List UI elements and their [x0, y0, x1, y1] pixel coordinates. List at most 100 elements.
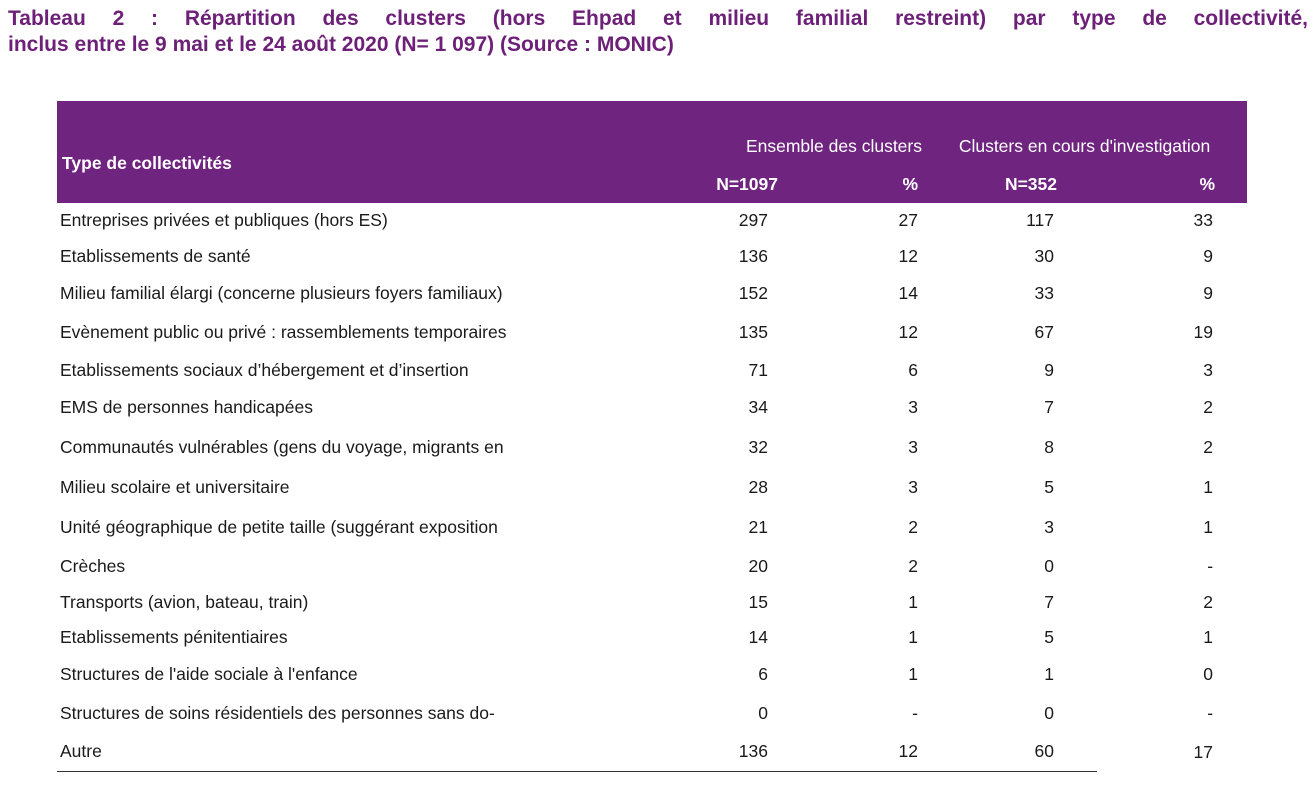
all-clusters-count: 297: [738, 210, 768, 230]
investigation-count: 67: [1034, 321, 1054, 342]
investigation-pct: 1: [1203, 627, 1214, 647]
all-clusters-count: 32: [748, 436, 768, 457]
investigation-count: 5: [1044, 627, 1054, 647]
all-clusters-pct: 3: [908, 397, 918, 417]
all-clusters-pct: 1: [908, 663, 918, 684]
all-clusters-count: 14: [748, 627, 768, 647]
investigation-count: 7: [1044, 591, 1054, 612]
investigation-pct: 2: [1203, 591, 1214, 612]
investigation-count: 30: [1034, 245, 1054, 266]
all-clusters-count: 71: [748, 360, 768, 380]
investigation-count: 9: [1044, 360, 1054, 380]
all-clusters-pct: 3: [908, 476, 918, 497]
investigation-pct: 9: [1203, 245, 1214, 266]
all-clusters-pct: 27: [898, 210, 918, 230]
table-row: Milieu scolaire et universitaire 28 3 5 1: [57, 468, 1247, 506]
all-clusters-count: 135: [738, 321, 768, 342]
all-clusters-count: 136: [617, 733, 782, 772]
table-row: Milieu familial élargi (concerne plusieu…: [57, 274, 1247, 312]
table-row: Etablissements de santé 136 12 30 9: [57, 238, 1247, 274]
investigation-pct: 2: [1203, 397, 1214, 417]
investigation-pct: 1: [1203, 516, 1214, 537]
table-body: Entreprises privées et publiques (hors E…: [57, 203, 1247, 772]
table-row: Etablissements sociaux d’hébergement et …: [57, 352, 1247, 389]
row-label: Evènement public ou privé : rassemblemen…: [60, 321, 507, 342]
investigation-clusters-group-header: Clusters en cours d'investigation: [922, 101, 1248, 165]
all-clusters-pct: 12: [898, 321, 918, 342]
all-clusters-n-header: N=1097: [617, 165, 782, 203]
table-row: Etablissements pénitentiaires 14 1 5 1: [57, 620, 1247, 655]
investigation-pct: 3: [1203, 360, 1214, 380]
all-clusters-count: 20: [748, 555, 768, 576]
all-clusters-pct-header: %: [782, 165, 922, 203]
all-clusters-count: 34: [748, 397, 768, 417]
row-label: Transports (avion, bateau, train): [60, 591, 309, 612]
all-clusters-count: 152: [738, 282, 768, 303]
header-row-subcolumns: N=1097 % N=352 %: [57, 165, 1248, 203]
all-clusters-count: 0: [758, 702, 768, 723]
all-clusters-pct: -: [912, 702, 918, 723]
investigation-count: 3: [1044, 516, 1054, 537]
investigation-pct: 19: [1193, 321, 1214, 342]
table-row: Autre 136 12 60 17: [57, 733, 1247, 772]
all-clusters-pct: 14: [898, 282, 918, 303]
all-clusters-pct: 6: [908, 360, 918, 380]
all-clusters-pct: 1: [908, 627, 918, 647]
investigation-pct: 0: [1203, 663, 1214, 684]
all-clusters-pct: 12: [782, 733, 922, 772]
investigation-count: 1: [1044, 663, 1054, 684]
row-label: Unité géographique de petite taille (sug…: [60, 516, 498, 537]
row-label: Etablissements pénitentiaires: [60, 627, 288, 647]
row-label: EMS de personnes handicapées: [60, 397, 313, 417]
investigation-count: 8: [1044, 436, 1054, 457]
investigation-count: 5: [1044, 476, 1054, 497]
table-header: Type de collectivités Ensemble des clust…: [57, 101, 1248, 203]
investigation-pct-header: %: [1097, 165, 1248, 203]
all-clusters-count: 136: [738, 245, 768, 266]
row-label: Autre: [57, 733, 617, 772]
investigation-pct: 33: [1193, 210, 1214, 230]
table-row: Communautés vulnérables (gens du voyage,…: [57, 426, 1247, 468]
all-clusters-pct: 3: [908, 436, 918, 457]
investigation-pct: 17: [1193, 741, 1214, 762]
all-clusters-group-header: Ensemble des clusters: [617, 101, 922, 165]
investigation-pct: 9: [1203, 282, 1214, 303]
row-label: Structures de soins résidentiels des per…: [60, 702, 495, 723]
type-column-header: Type de collectivités: [57, 101, 617, 203]
title-line-2: inclus entre le 9 mai et le 24 août 2020…: [8, 33, 674, 56]
investigation-count: 117: [1026, 210, 1054, 230]
investigation-pct: 1: [1203, 476, 1214, 497]
clusters-table: Type de collectivités Ensemble des clust…: [57, 101, 1248, 772]
all-clusters-count: 28: [748, 476, 768, 497]
investigation-count: 60: [922, 733, 1097, 772]
all-clusters-pct: 2: [908, 516, 918, 537]
investigation-pct: 2: [1203, 436, 1214, 457]
investigation-pct: -: [1207, 702, 1214, 723]
table-row: Transports (avion, bateau, train) 15 1 7 2: [57, 584, 1247, 620]
investigation-count: 0: [1044, 555, 1054, 576]
row-label: Milieu scolaire et universitaire: [60, 476, 290, 497]
investigation-count: 0: [1044, 702, 1054, 723]
all-clusters-count: 21: [748, 516, 768, 537]
table-title: Tableau 2 : Répartition des clusters (ho…: [8, 6, 1308, 58]
all-clusters-pct: 12: [898, 245, 918, 266]
header-row-groups: Type de collectivités Ensemble des clust…: [57, 101, 1248, 203]
table-row: Entreprises privées et publiques (hors E…: [57, 203, 1247, 238]
investigation-pct: -: [1207, 555, 1214, 576]
investigation-count: 33: [1034, 282, 1054, 303]
row-label: Etablissements sociaux d’hébergement et …: [60, 360, 469, 380]
investigation-n-header: N=352: [922, 165, 1097, 203]
investigation-count: 7: [1044, 397, 1054, 417]
table-row: Evènement public ou privé : rassemblemen…: [57, 312, 1247, 352]
title-line-1: Tableau 2 : Répartition des clusters (ho…: [8, 7, 1308, 30]
row-label: Entreprises privées et publiques (hors E…: [60, 210, 388, 230]
row-label: Etablissements de santé: [60, 245, 251, 266]
all-clusters-pct: 1: [908, 591, 918, 612]
all-clusters-count: 15: [748, 591, 768, 612]
row-label: Communautés vulnérables (gens du voyage,…: [60, 436, 504, 457]
row-label: Milieu familial élargi (concerne plusieu…: [60, 282, 503, 303]
row-label: Crèches: [60, 555, 126, 576]
table-row: Structures de soins résidentiels des per…: [57, 693, 1247, 733]
row-label: Structures de l'aide sociale à l'enfance: [60, 663, 358, 684]
table-row: Crèches 20 2 0-: [57, 548, 1247, 584]
